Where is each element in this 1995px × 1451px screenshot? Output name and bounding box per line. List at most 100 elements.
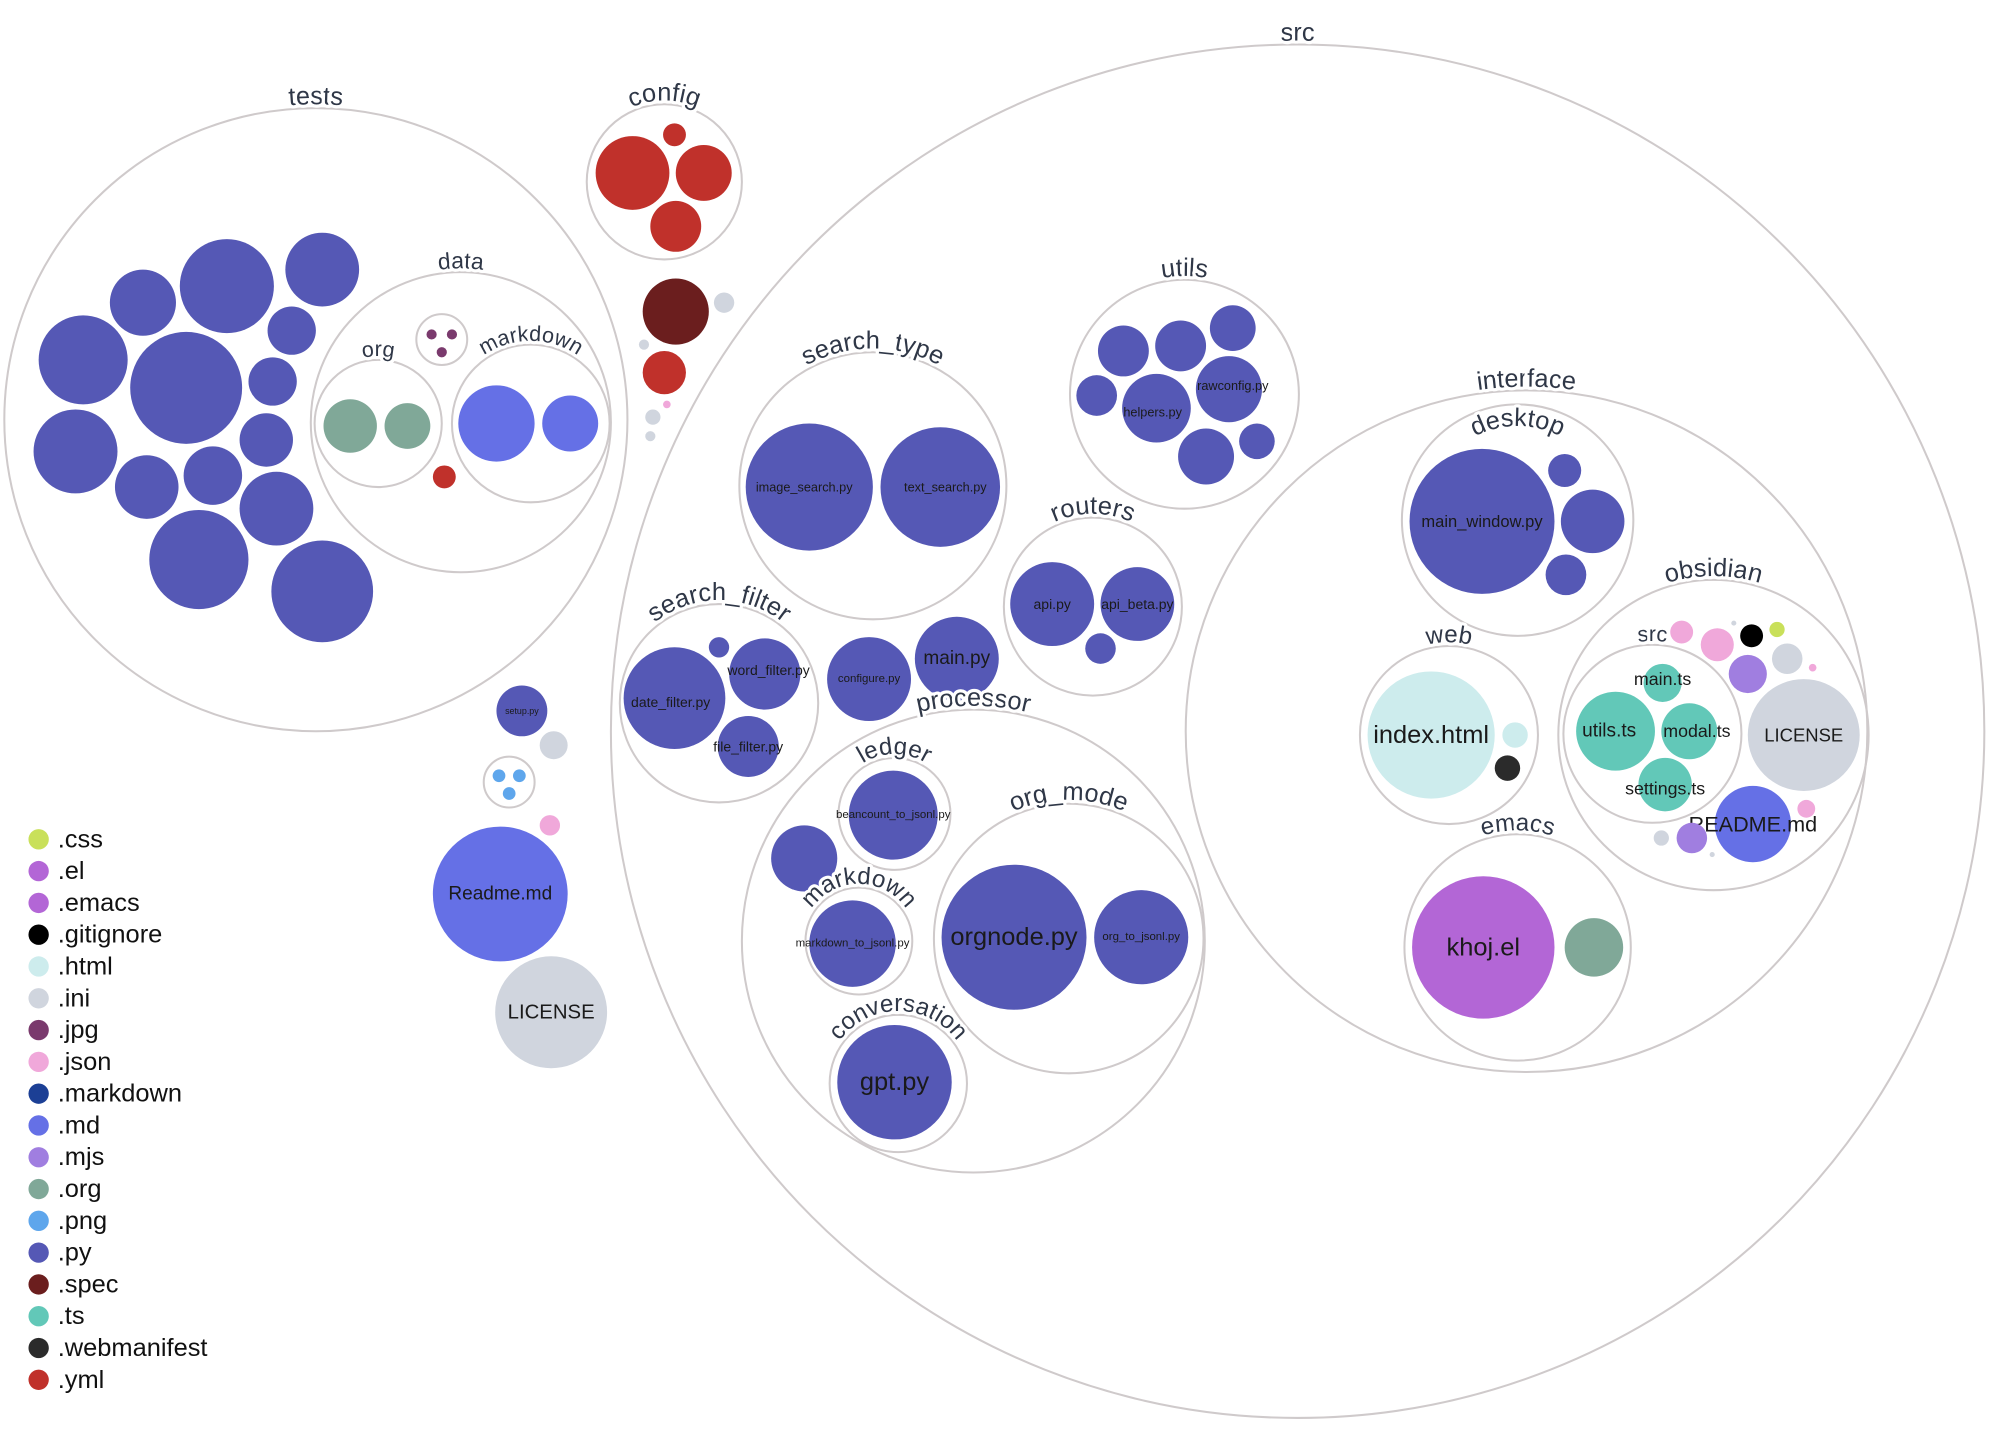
- file-node-yml[interactable]: [650, 200, 702, 252]
- file-node-py[interactable]: [1076, 375, 1118, 416]
- file-node-webmanifest[interactable]: [1494, 755, 1521, 781]
- file-node-ini[interactable]: [1709, 852, 1715, 858]
- file-node-py[interactable]: [1010, 562, 1095, 647]
- file-node-py[interactable]: [1195, 356, 1263, 423]
- file-node-el[interactable]: [1412, 876, 1555, 1019]
- file-node-py[interactable]: [729, 638, 801, 710]
- file-node-py[interactable]: [623, 647, 726, 750]
- file-node-json[interactable]: [1700, 628, 1734, 662]
- file-node-py[interactable]: [809, 900, 896, 987]
- file-node-ini[interactable]: [539, 731, 568, 760]
- file-node-py[interactable]: [1094, 890, 1189, 985]
- file-node-py[interactable]: [941, 864, 1087, 1010]
- file-node-py[interactable]: [848, 770, 938, 860]
- directory-obsidian[interactable]: [1557, 578, 1870, 892]
- file-node-png[interactable]: [512, 769, 526, 783]
- file-node-py[interactable]: [837, 1024, 952, 1140]
- file-node-spec[interactable]: [642, 278, 709, 345]
- file-node-json[interactable]: [663, 400, 671, 409]
- file-node-yml[interactable]: [675, 144, 732, 201]
- directory-data[interactable]: [309, 271, 612, 574]
- file-node-yml[interactable]: [642, 350, 686, 395]
- directory-processor[interactable]: [740, 708, 1206, 1174]
- file-node-ini[interactable]: [645, 431, 656, 442]
- file-node-org[interactable]: [323, 399, 377, 453]
- file-node-py[interactable]: [183, 446, 243, 505]
- directory-web[interactable]: [1358, 645, 1539, 826]
- file-node-py[interactable]: [239, 471, 314, 546]
- file-node-py[interactable]: [771, 825, 838, 892]
- file-node-md[interactable]: [458, 385, 535, 462]
- file-node-ini[interactable]: [1653, 830, 1669, 846]
- file-node-ts[interactable]: [1643, 663, 1682, 702]
- directory-routers[interactable]: [1002, 516, 1183, 697]
- file-node-yml[interactable]: [595, 136, 670, 210]
- directory-utils[interactable]: [1068, 278, 1300, 510]
- directory-src[interactable]: [1562, 643, 1743, 824]
- file-node-org[interactable]: [1564, 918, 1624, 977]
- file-node-py[interactable]: [1560, 489, 1625, 554]
- file-node-py[interactable]: [1409, 448, 1555, 594]
- file-node-py[interactable]: [745, 423, 873, 551]
- directory-desktop[interactable]: [1400, 403, 1635, 637]
- file-node-json[interactable]: [1808, 663, 1817, 672]
- file-node-py[interactable]: [239, 413, 293, 467]
- directory-emacs[interactable]: [1403, 833, 1632, 1062]
- file-node-jpg[interactable]: [426, 329, 437, 340]
- file-node-py[interactable]: [1545, 554, 1587, 596]
- file-node-py[interactable]: [708, 637, 730, 658]
- file-node-py[interactable]: [1209, 305, 1256, 351]
- file-node-py[interactable]: [38, 315, 128, 405]
- file-node-css[interactable]: [1769, 621, 1785, 638]
- file-node-jpg[interactable]: [446, 329, 458, 340]
- directory-org-mode[interactable]: [932, 802, 1205, 1075]
- file-node-py[interactable]: [267, 306, 316, 355]
- file-node-ts[interactable]: [1661, 703, 1718, 760]
- file-node-py[interactable]: [1178, 428, 1235, 485]
- file-node-py[interactable]: [1239, 423, 1275, 460]
- directory-tests[interactable]: [3, 107, 629, 733]
- file-node-png[interactable]: [502, 787, 516, 800]
- file-node-json[interactable]: [1670, 620, 1694, 644]
- file-node-yml[interactable]: [432, 465, 456, 489]
- directory-markdown[interactable]: [804, 886, 914, 996]
- directory-interface[interactable]: [1184, 389, 1869, 1074]
- file-node-py[interactable]: [827, 637, 912, 722]
- file-node-png[interactable]: [1649, 629, 1661, 640]
- file-node-ini[interactable]: [638, 339, 650, 350]
- file-node-py[interactable]: [1097, 325, 1149, 377]
- file-node-py[interactable]: [880, 427, 1001, 547]
- directory-unnamed[interactable]: [415, 313, 469, 366]
- directory-src[interactable]: [609, 43, 1986, 1419]
- file-node-md[interactable]: [1714, 785, 1792, 863]
- file-node-py[interactable]: [1100, 567, 1175, 641]
- directory-search-type[interactable]: [738, 351, 1008, 621]
- file-node-yml[interactable]: [663, 123, 686, 147]
- file-node-ini[interactable]: [495, 956, 608, 1069]
- file-node-py[interactable]: [109, 269, 176, 336]
- file-node-py[interactable]: [179, 239, 274, 334]
- directory-conversation[interactable]: [828, 1013, 968, 1154]
- directory-ledger[interactable]: [837, 756, 952, 871]
- file-node-py[interactable]: [914, 616, 999, 701]
- file-node-html[interactable]: [1367, 671, 1495, 799]
- file-node-py[interactable]: [130, 331, 243, 444]
- file-node-py[interactable]: [1548, 453, 1582, 488]
- file-node-mjs[interactable]: [1728, 654, 1767, 694]
- file-node-png[interactable]: [492, 769, 506, 783]
- file-node-py[interactable]: [248, 357, 297, 406]
- file-node-ts[interactable]: [1576, 691, 1655, 771]
- file-node-mjs[interactable]: [1676, 822, 1708, 854]
- file-node-md[interactable]: [542, 395, 599, 452]
- file-node-py[interactable]: [33, 409, 118, 494]
- file-node-py[interactable]: [271, 540, 374, 643]
- file-node-jpg[interactable]: [436, 347, 447, 358]
- file-node-py[interactable]: [114, 455, 179, 519]
- file-node-py[interactable]: [496, 685, 548, 737]
- file-node-ini[interactable]: [1771, 643, 1803, 674]
- file-node-ts[interactable]: [1638, 757, 1692, 812]
- file-node-py[interactable]: [149, 509, 249, 610]
- file-node-py[interactable]: [1085, 633, 1116, 664]
- file-node-json[interactable]: [1797, 799, 1816, 818]
- file-node-ini[interactable]: [645, 409, 661, 425]
